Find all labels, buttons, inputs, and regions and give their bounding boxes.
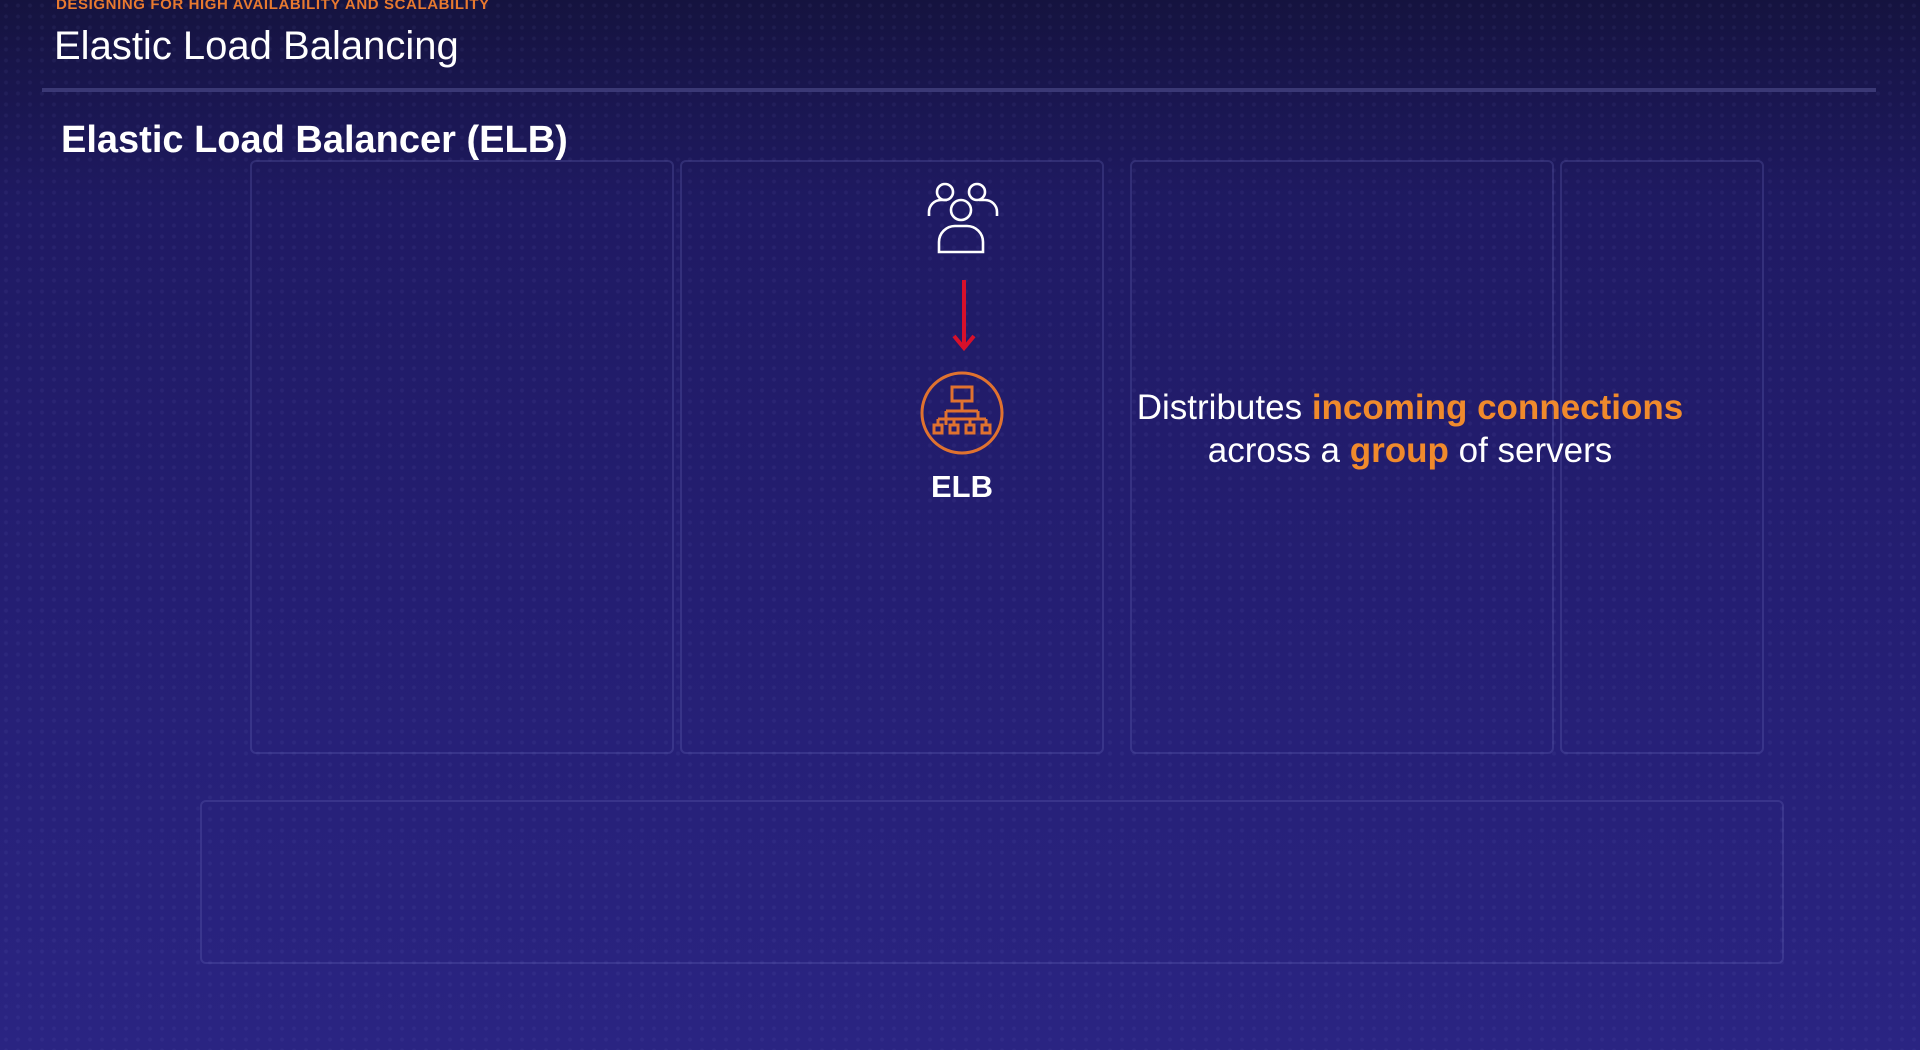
background-panel — [200, 800, 1784, 964]
load-balancer-icon — [920, 371, 1004, 455]
background-panel — [1560, 160, 1764, 754]
arrow-down-icon — [952, 280, 976, 352]
elb-label: ELB — [931, 469, 993, 504]
description-text: of servers — [1448, 431, 1613, 470]
highlight-group: group — [1349, 431, 1449, 470]
highlight-incoming-connections: incoming connections — [1311, 388, 1684, 427]
elb-description: Distributes incoming connections across … — [1100, 386, 1720, 472]
background-panel — [680, 160, 1104, 754]
page-title: Elastic Load Balancing — [54, 24, 459, 68]
description-text: Distributes — [1136, 388, 1312, 427]
description-text: across a — [1207, 431, 1350, 470]
title-divider — [42, 88, 1876, 92]
description-line-1: Distributes incoming connections — [1100, 386, 1720, 429]
background-panel — [250, 160, 674, 754]
slide-heading: Elastic Load Balancer (ELB) — [61, 119, 568, 161]
users-group-icon — [927, 182, 999, 254]
section-kicker: DESIGNING FOR HIGH AVAILABILITY AND SCAL… — [56, 0, 490, 13]
description-line-2: across a group of servers — [1100, 429, 1720, 472]
background-panel — [1130, 160, 1554, 754]
